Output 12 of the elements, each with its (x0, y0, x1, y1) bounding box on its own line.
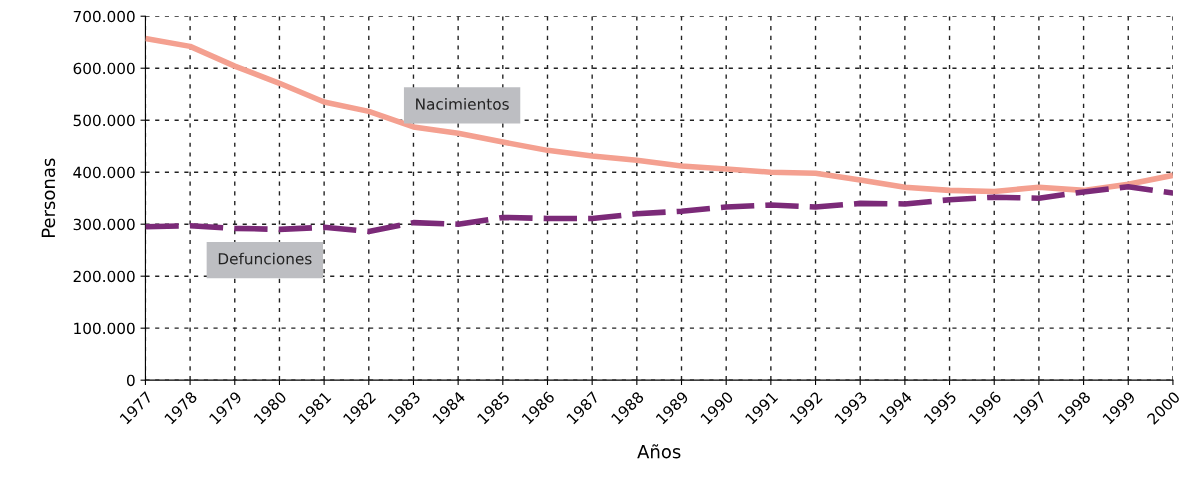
series-label: Nacimientos (416, 97, 509, 110)
y-tick-label: 700.000 (73, 10, 135, 23)
y-tick-label: 500.000 (73, 114, 135, 127)
y-tick-label: 600.000 (73, 62, 135, 75)
series-label: Defunciones (218, 252, 312, 265)
y-tick-label: 0 (126, 374, 135, 387)
x-axis-title: Años (637, 444, 681, 459)
y-tick-label: 400.000 (73, 166, 135, 179)
y-tick-label: 100.000 (74, 322, 135, 335)
y-tick-label: 200.000 (73, 270, 135, 283)
y-tick-label: 300.000 (73, 218, 135, 231)
y-axis-title: Personas (41, 158, 56, 237)
